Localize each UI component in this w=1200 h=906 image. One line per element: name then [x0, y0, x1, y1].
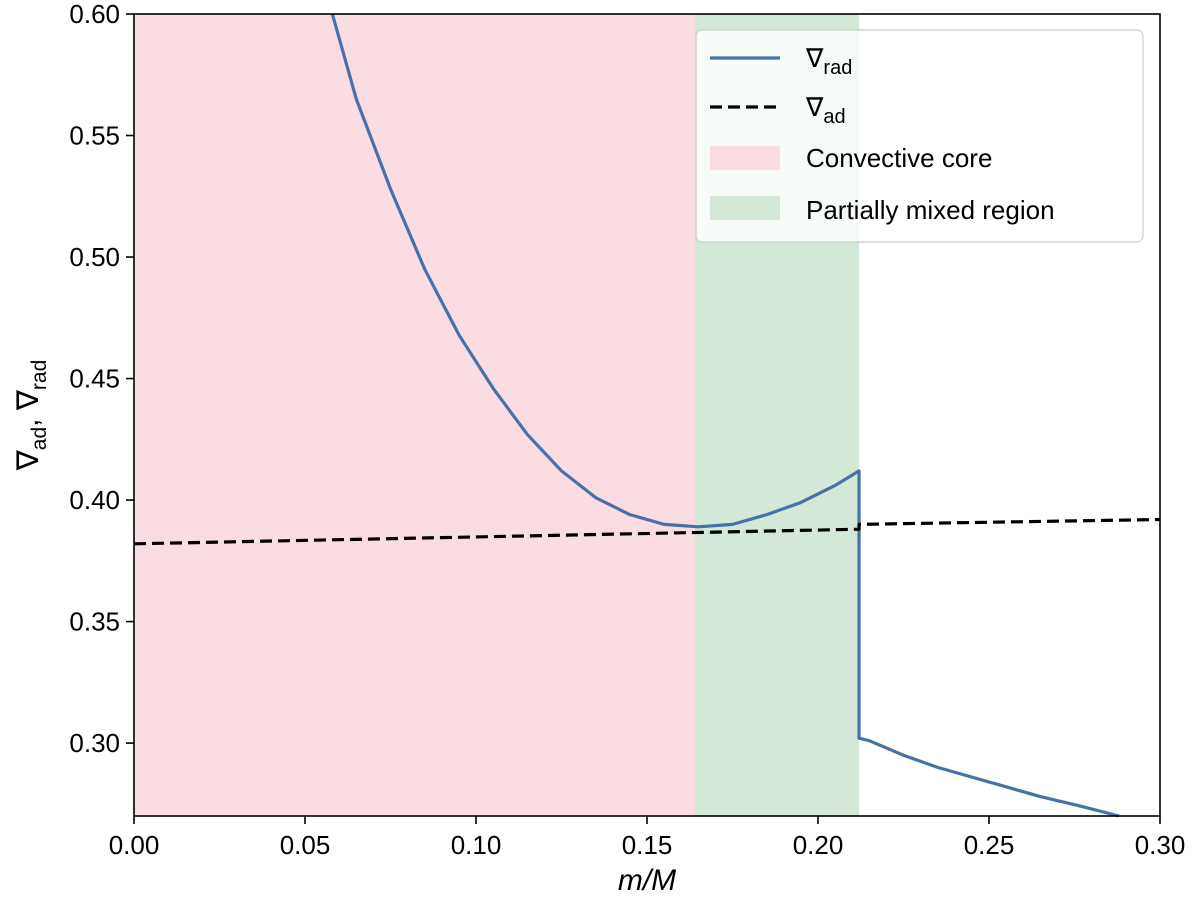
legend-rad-sub: rad — [823, 57, 852, 79]
legend-label-convective: Convective core — [806, 143, 992, 173]
y-tick-label: 0.35 — [69, 607, 120, 637]
region-convective-core — [134, 14, 695, 816]
legend-ad-sub: ad — [823, 106, 845, 128]
y-tick-label: 0.40 — [69, 485, 120, 515]
legend-swatch-convective — [710, 146, 780, 170]
x-tick-label: 0.20 — [793, 830, 844, 860]
x-tick-label: 0.30 — [1135, 830, 1186, 860]
y-tick-label: 0.55 — [69, 121, 120, 151]
y-tick-label: 0.45 — [69, 364, 120, 394]
y-label-part-2: ad — [28, 427, 51, 450]
y-axis-label: ∇ad, ∇rad — [12, 360, 51, 472]
legend-label-ad: ∇ad — [805, 92, 846, 128]
x-tick-label: 0.25 — [964, 830, 1015, 860]
legend-label-rad: ∇rad — [805, 43, 852, 79]
x-tick-label: 0.00 — [109, 830, 160, 860]
y-tick-label: 0.30 — [69, 728, 120, 758]
x-tick-label: 0.05 — [280, 830, 331, 860]
x-axis-label: m/M — [618, 864, 676, 897]
y-label-part-1: ∇ — [12, 449, 45, 471]
y-label-part-3: , ∇ — [12, 389, 45, 427]
legend: ∇rad ∇ad Convective core Partially mixed… — [695, 29, 1144, 243]
legend-rad-symbol: ∇ — [805, 43, 824, 73]
legend-ad-symbol: ∇ — [805, 92, 824, 122]
x-tick-label: 0.15 — [622, 830, 673, 860]
series-line-ad — [133, 517, 1161, 546]
y-tick-label: 0.50 — [69, 242, 120, 272]
x-ticks: 0.00 0.05 0.10 0.15 0.20 0.25 0.30 — [109, 816, 1186, 860]
series-line-rad — [330, 13, 1120, 818]
y-ticks: 0.30 0.35 0.40 0.45 0.50 0.55 0.60 — [69, 0, 134, 758]
legend-swatch-mixed — [710, 196, 780, 220]
legend-box — [695, 29, 1144, 243]
legend-label-mixed: Partially mixed region — [806, 195, 1055, 225]
y-tick-label: 0.60 — [69, 0, 120, 29]
x-tick-label: 0.10 — [451, 830, 502, 860]
series-layer — [133, 13, 1161, 818]
y-label-part-4: rad — [28, 360, 51, 390]
